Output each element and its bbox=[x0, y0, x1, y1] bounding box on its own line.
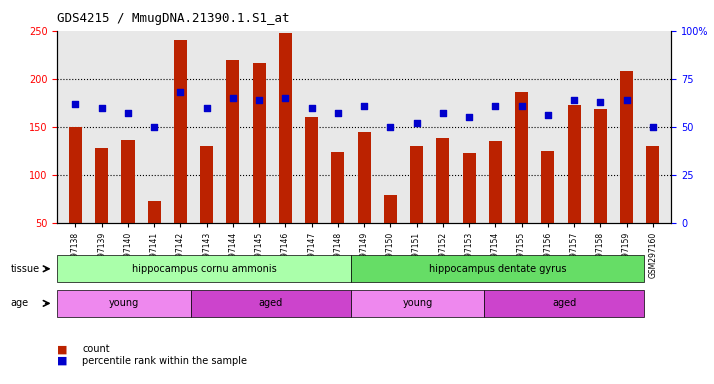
Text: ■: ■ bbox=[57, 344, 68, 354]
Point bbox=[306, 104, 317, 111]
Point bbox=[253, 97, 265, 103]
Bar bbox=[436, 138, 449, 223]
Point bbox=[201, 104, 212, 111]
Text: count: count bbox=[82, 344, 110, 354]
Bar bbox=[253, 63, 266, 223]
Text: aged: aged bbox=[552, 298, 576, 308]
Text: hippocampus cornu ammonis: hippocampus cornu ammonis bbox=[131, 264, 276, 274]
Bar bbox=[620, 71, 633, 223]
Bar bbox=[226, 60, 239, 223]
Bar bbox=[121, 140, 134, 223]
Bar bbox=[358, 131, 371, 223]
Bar bbox=[174, 40, 187, 223]
Text: young: young bbox=[109, 298, 139, 308]
Text: percentile rank within the sample: percentile rank within the sample bbox=[82, 356, 247, 366]
Point bbox=[122, 110, 134, 116]
Point bbox=[70, 101, 81, 107]
Point bbox=[411, 120, 423, 126]
Point bbox=[542, 112, 553, 118]
Text: young: young bbox=[403, 298, 433, 308]
Point bbox=[96, 104, 107, 111]
Text: aged: aged bbox=[258, 298, 283, 308]
Bar bbox=[541, 151, 554, 223]
Point bbox=[437, 110, 448, 116]
Point bbox=[227, 95, 238, 101]
Bar bbox=[148, 200, 161, 223]
Bar bbox=[515, 92, 528, 223]
Text: age: age bbox=[11, 298, 29, 308]
Bar bbox=[568, 104, 580, 223]
Bar bbox=[331, 152, 344, 223]
Bar bbox=[69, 127, 82, 223]
Text: hippocampus dentate gyrus: hippocampus dentate gyrus bbox=[429, 264, 566, 274]
Bar bbox=[594, 109, 607, 223]
Point bbox=[595, 99, 606, 105]
Point bbox=[358, 103, 370, 109]
Point bbox=[463, 114, 475, 120]
Text: tissue: tissue bbox=[11, 264, 40, 274]
Bar bbox=[646, 146, 659, 223]
Bar bbox=[279, 33, 292, 223]
Point bbox=[621, 97, 633, 103]
Bar bbox=[95, 148, 109, 223]
Bar bbox=[305, 117, 318, 223]
Bar bbox=[463, 153, 476, 223]
Point bbox=[149, 124, 160, 130]
Text: GDS4215 / MmugDNA.21390.1.S1_at: GDS4215 / MmugDNA.21390.1.S1_at bbox=[57, 12, 290, 25]
Point bbox=[516, 103, 528, 109]
Bar bbox=[410, 146, 423, 223]
Point bbox=[568, 97, 580, 103]
Bar bbox=[489, 141, 502, 223]
Point bbox=[385, 124, 396, 130]
Point bbox=[490, 103, 501, 109]
Text: ■: ■ bbox=[57, 356, 68, 366]
Point bbox=[332, 110, 343, 116]
Point bbox=[280, 95, 291, 101]
Point bbox=[175, 89, 186, 95]
Point bbox=[647, 124, 658, 130]
Bar bbox=[200, 146, 213, 223]
Bar bbox=[384, 195, 397, 223]
